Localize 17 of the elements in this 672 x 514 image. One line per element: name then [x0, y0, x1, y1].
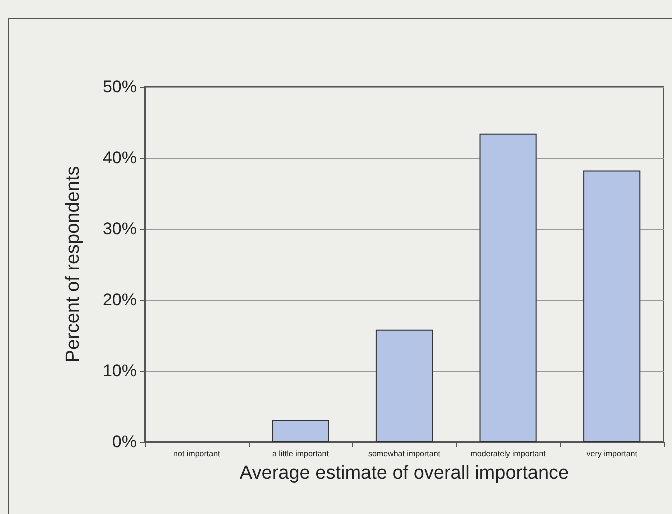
y-tick-label: 0% — [112, 432, 137, 452]
y-tick-label: 20% — [102, 290, 137, 310]
bar — [376, 330, 434, 442]
y-tick-label: 40% — [102, 148, 137, 168]
y-axis-title: Percent of respondents — [63, 166, 84, 363]
x-tick-label: moderately important — [470, 450, 547, 458]
y-tick-label: 50% — [102, 78, 137, 96]
x-tick-label: somewhat important — [368, 450, 442, 458]
bar — [480, 134, 537, 442]
bar — [584, 170, 641, 442]
x-tick-label: not important — [174, 450, 222, 458]
bar — [272, 420, 330, 442]
x-axis-title: Average estimate of overall importance — [240, 463, 570, 484]
y-tick-label: 10% — [102, 362, 137, 380]
x-tick-label: very important — [586, 450, 638, 458]
x-tick-label: a little important — [272, 450, 330, 458]
y-tick-label: 30% — [102, 220, 137, 238]
